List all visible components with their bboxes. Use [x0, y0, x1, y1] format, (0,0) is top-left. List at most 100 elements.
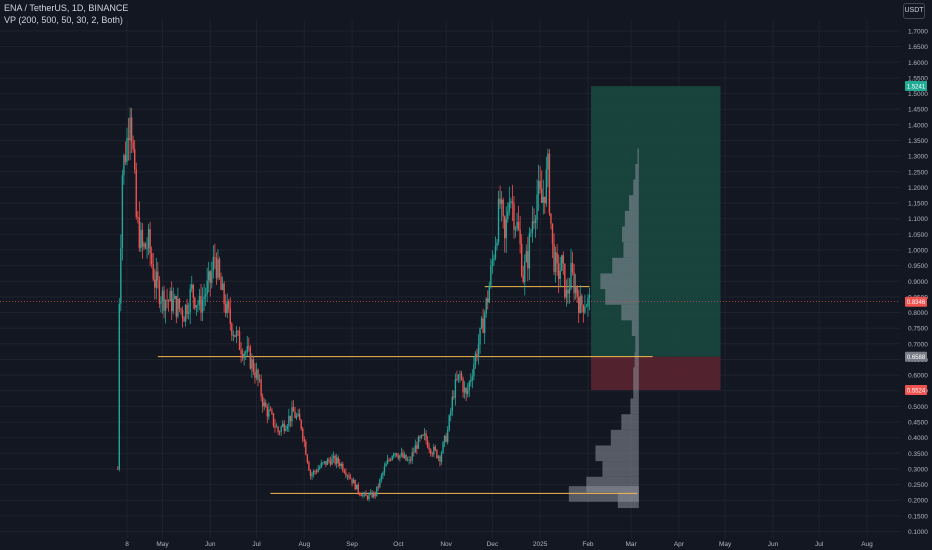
candle-body — [158, 280, 161, 304]
indicator-legend[interactable]: VP (200, 500, 50, 30, 2, Both) — [4, 15, 123, 25]
symbol-title[interactable]: ENA / TetherUS, 1D, BINANCE — [4, 3, 129, 13]
candle-body — [120, 248, 122, 304]
candle-body — [524, 261, 526, 282]
candle-body — [200, 295, 202, 313]
candle-body — [189, 288, 191, 313]
x-tick-label: 2025 — [533, 541, 548, 548]
candle-body — [547, 153, 549, 170]
candle-body — [360, 494, 363, 497]
stop-zone — [591, 356, 721, 390]
candle-body — [198, 295, 201, 305]
candle-body — [282, 423, 284, 427]
volume-profile-row — [624, 210, 639, 227]
candle-body — [368, 494, 370, 500]
candle-body — [215, 257, 218, 279]
candle-body — [476, 353, 478, 358]
x-tick-label: Jun — [768, 541, 779, 548]
candle-body — [197, 304, 199, 306]
candle-body — [542, 196, 544, 203]
candle-body — [388, 459, 390, 461]
candle-body — [488, 285, 490, 303]
candle-body — [118, 303, 120, 470]
y-tick-label: 0.1500 — [908, 513, 928, 520]
candle-body — [446, 430, 449, 442]
price-label-box — [905, 81, 927, 92]
candle-body — [527, 251, 529, 269]
candle-body — [408, 459, 410, 461]
candle-body — [177, 298, 179, 317]
candle-body — [143, 243, 145, 247]
candle-body — [243, 353, 245, 359]
candle-body — [269, 409, 272, 411]
candle-body — [409, 459, 412, 461]
currency-button[interactable]: USDT — [903, 3, 925, 19]
candle-body — [291, 407, 293, 422]
candle-body — [471, 376, 474, 380]
candle-body — [479, 327, 481, 345]
candle-body — [499, 198, 501, 204]
candle-body — [335, 457, 338, 464]
y-tick-label: 1.3000 — [908, 154, 928, 161]
candle-body — [314, 470, 316, 472]
x-tick-label: 8 — [125, 541, 129, 548]
candle-body — [160, 301, 162, 304]
candle-body — [445, 435, 447, 442]
candle-body — [477, 344, 480, 358]
x-tick-label: Nov — [440, 541, 452, 548]
volume-profile-row — [633, 367, 639, 383]
x-tick-label: May — [719, 541, 732, 548]
x-tick-label: Aug — [299, 541, 311, 548]
candle-body — [493, 258, 495, 261]
candle-body — [411, 452, 413, 461]
candle-body — [231, 323, 233, 336]
y-tick-label: 0.7000 — [908, 341, 928, 348]
candle-body — [567, 289, 569, 294]
volume-profile-row — [617, 492, 639, 509]
candle-body — [258, 379, 261, 381]
candle-body — [399, 455, 401, 459]
y-tick-label: 0.7500 — [908, 326, 928, 333]
x-tick-label: Sep — [346, 541, 358, 548]
candle-body — [508, 202, 511, 212]
candle-body — [315, 471, 318, 473]
candle-body — [163, 290, 165, 311]
candle-body — [322, 462, 324, 464]
candle-body — [126, 137, 128, 162]
candle-body — [288, 415, 290, 427]
candle-body — [356, 484, 358, 490]
candle-body — [212, 257, 215, 272]
y-tick-label: 1.0000 — [908, 247, 928, 254]
candle-body — [228, 301, 230, 309]
candle-body — [221, 283, 224, 290]
candle-body — [300, 420, 302, 429]
candle-body — [174, 295, 176, 299]
candle-body — [184, 305, 187, 322]
candle-body — [252, 359, 255, 372]
candle-body — [545, 169, 548, 204]
candle-body — [298, 413, 301, 421]
candle-body — [369, 492, 372, 495]
y-tick-label: 1.7000 — [908, 29, 928, 36]
candle-body — [351, 478, 353, 484]
volume-profile-row — [637, 148, 639, 164]
y-tick-label: 0.4500 — [908, 420, 928, 427]
volume-profile-row — [605, 289, 639, 305]
candle-body — [442, 442, 444, 454]
candle-body — [465, 387, 467, 394]
candle-body — [462, 379, 464, 393]
candle-body — [138, 217, 141, 249]
candle-body — [319, 467, 321, 469]
candle-body — [377, 486, 379, 488]
candle-body — [372, 492, 375, 498]
candle-body — [339, 463, 341, 466]
candle-body — [505, 218, 507, 239]
candle-body — [150, 253, 153, 264]
volume-profile-row — [633, 382, 639, 399]
volume-profile-row — [630, 398, 639, 415]
volume-profile-row — [635, 163, 639, 180]
y-tick-label: 0.9500 — [908, 263, 928, 270]
candle-body — [487, 298, 489, 303]
candle-body — [420, 435, 423, 438]
candle-body — [155, 271, 157, 288]
